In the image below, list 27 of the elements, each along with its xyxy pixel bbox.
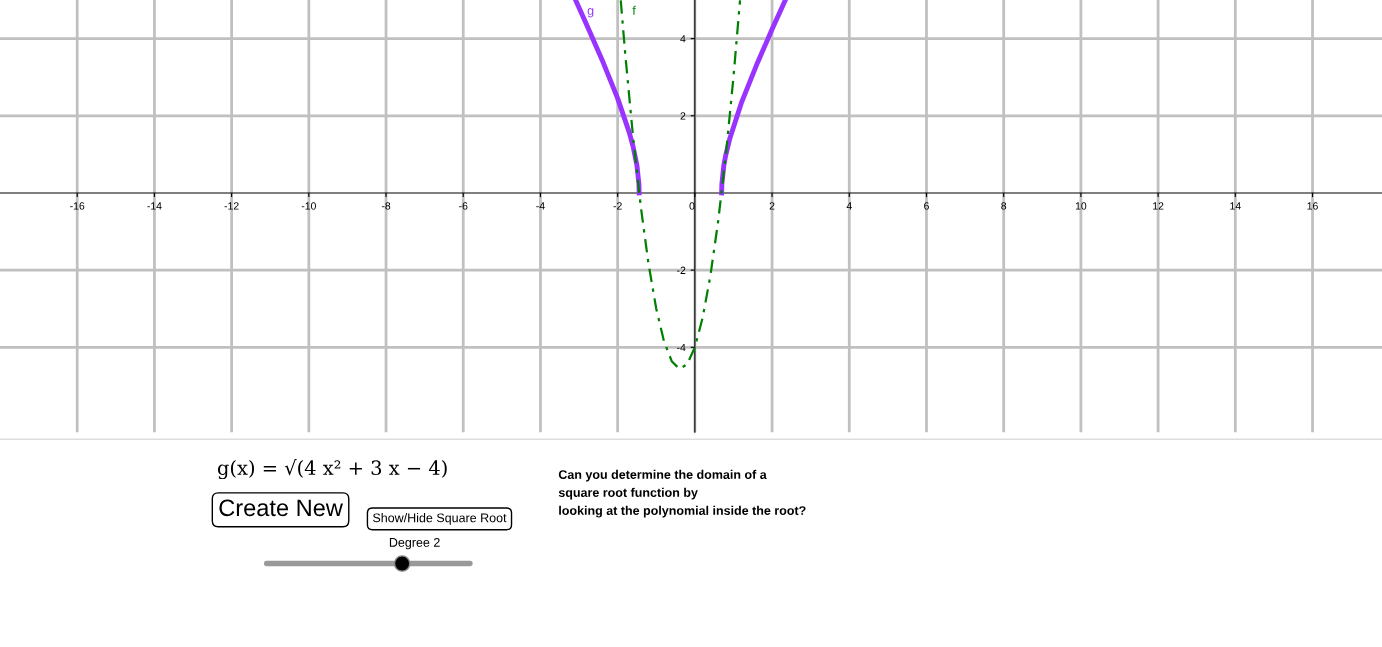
series-label: f xyxy=(632,5,636,15)
series-label: g xyxy=(587,8,594,18)
x-tick-label: -16 xyxy=(70,202,85,210)
x-tick-label: -10 xyxy=(301,202,316,210)
x-tick-label: 16 xyxy=(1307,202,1318,210)
x-tick-label: -14 xyxy=(147,202,162,210)
x-tick-label: -8 xyxy=(381,202,391,210)
text: Degree 2 xyxy=(389,537,440,550)
x-tick-label: 2 xyxy=(769,202,775,210)
x-tick-label: 10 xyxy=(1075,202,1087,210)
text: g(x) = √(4 x² + 3 x − 4) xyxy=(217,459,447,480)
y-tick-label: -2 xyxy=(677,266,686,274)
y-tick-label: -4 xyxy=(677,343,686,352)
x-tick-label: -2 xyxy=(613,202,622,210)
x-tick-label: 12 xyxy=(1153,202,1164,210)
y-tick-label: 2 xyxy=(680,112,686,120)
text: Can you determine the domain of a square root function by looking at the polynomial inside the root? xyxy=(558,469,806,518)
x-tick-label: 14 xyxy=(1230,202,1241,210)
x-tick-label: -12 xyxy=(224,202,239,210)
x-tick-label: 6 xyxy=(924,202,929,210)
x-tick-label: -4 xyxy=(536,202,545,210)
x-tick-label: 4 xyxy=(846,202,852,210)
text: Create New xyxy=(219,499,343,517)
x-tick-label: -6 xyxy=(459,202,468,210)
y-tick-label: 4 xyxy=(680,35,686,43)
text: Show/Hide Square Root xyxy=(372,513,507,525)
x-tick-label: 8 xyxy=(1001,202,1007,210)
